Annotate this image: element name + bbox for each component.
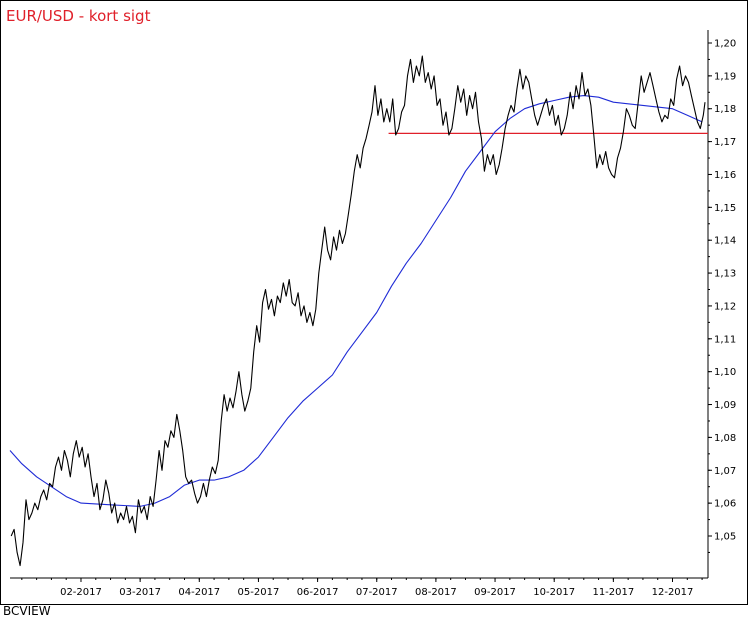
- footer-brand: BCVIEW: [3, 604, 51, 618]
- price-line-layer: [10, 55, 706, 567]
- y-tick-label: 1,15: [714, 203, 736, 214]
- y-tick-label: 1,19: [714, 71, 736, 82]
- x-tick-label: 04-2017: [178, 587, 220, 598]
- y-tick-label: 1,11: [714, 334, 736, 345]
- y-tick-label: 1,06: [714, 499, 736, 510]
- y-tick-label: 1,16: [714, 170, 736, 181]
- y-tick-label: 1,17: [714, 137, 736, 148]
- moving-average-line: [9, 95, 703, 507]
- y-tick-label: 1,10: [714, 367, 736, 378]
- x-tick-label: 07-2017: [356, 587, 398, 598]
- x-tick-label: 05-2017: [238, 587, 280, 598]
- x-tick-label: 10-2017: [533, 587, 575, 598]
- x-tick-label: 02-2017: [60, 587, 102, 598]
- x-tick-label: 08-2017: [415, 587, 457, 598]
- y-tick-label: 1,12: [714, 301, 736, 312]
- y-tick-label: 1,14: [714, 236, 736, 247]
- x-tick-label: 11-2017: [592, 587, 634, 598]
- y-axis-ticks: 1,20 1,19 1,18 1,17 1,16 1,15 1,14 1,13 1,12 1,11…: [708, 39, 736, 553]
- y-tick-label: 1,08: [714, 433, 736, 444]
- y-tick-label: 1,18: [714, 104, 736, 115]
- y-tick-label: 1,07: [714, 466, 736, 477]
- x-tick-label: 06-2017: [297, 587, 339, 598]
- plot-border: [0, 0, 748, 605]
- x-tick-label: 03-2017: [119, 587, 161, 598]
- y-tick-label: 1,13: [714, 269, 736, 280]
- y-tick-label: 1,20: [714, 39, 736, 50]
- chart-title: EUR/USD - kort sigt: [6, 7, 151, 25]
- y-tick-label: 1,05: [714, 532, 736, 543]
- y-tick-label: 1,09: [714, 400, 736, 411]
- moving-average-layer: [9, 95, 703, 507]
- x-axis-ticks: 02-2017 03-2017 04-2017 05-2017 06-2017 07-20…: [21, 578, 703, 598]
- x-tick-label: 12-2017: [652, 587, 694, 598]
- x-tick-label: 09-2017: [474, 587, 516, 598]
- price-line: [10, 55, 706, 567]
